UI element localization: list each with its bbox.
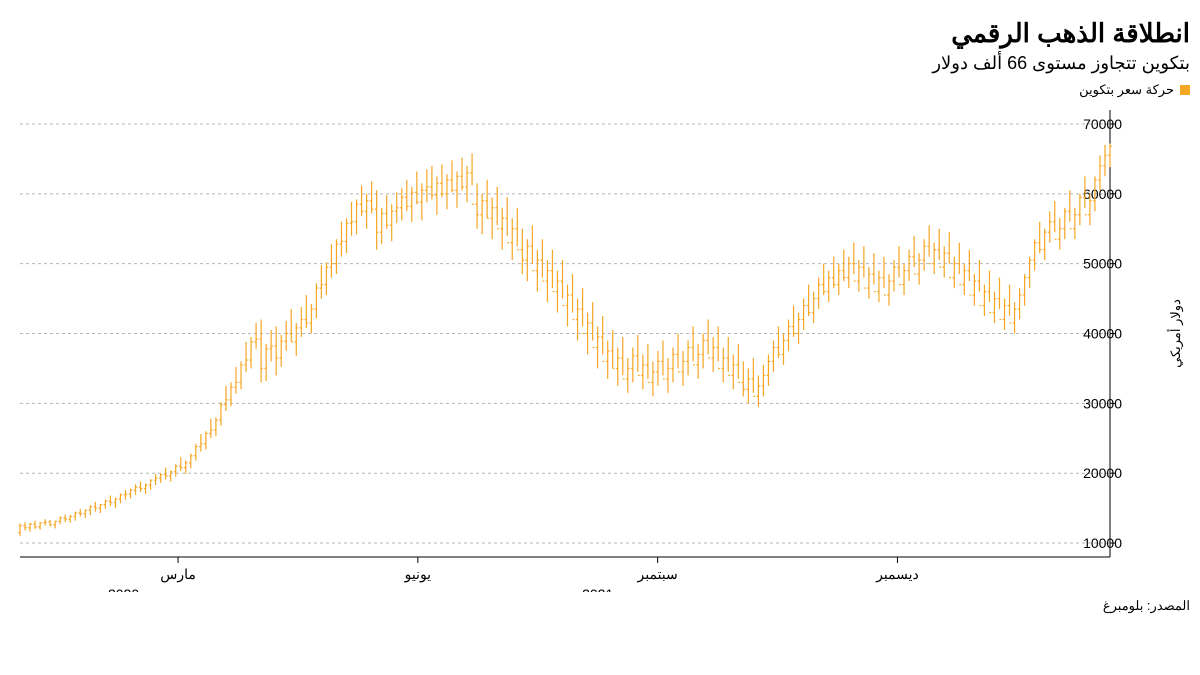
svg-text:2020: 2020 xyxy=(108,586,139,592)
chart-legend: حركة سعر بتكوين xyxy=(10,82,1190,98)
chart-source: المصدر: بلومبرغ xyxy=(10,598,1190,614)
svg-text:2021: 2021 xyxy=(582,586,613,592)
svg-text:70000: 70000 xyxy=(1083,116,1122,132)
svg-text:30000: 30000 xyxy=(1083,395,1122,411)
legend-swatch xyxy=(1180,85,1190,95)
chart-subtitle: بتكوين تتجاوز مستوى 66 ألف دولار xyxy=(10,53,1190,74)
svg-text:60000: 60000 xyxy=(1083,186,1122,202)
svg-text:سبتمبر: سبتمبر xyxy=(637,566,678,583)
svg-text:دولار أمريكي: دولار أمريكي xyxy=(1167,299,1184,368)
svg-text:يونيو: يونيو xyxy=(404,566,432,583)
svg-text:50000: 50000 xyxy=(1083,256,1122,272)
chart-container: انطلاقة الذهب الرقمي بتكوين تتجاوز مستوى… xyxy=(0,0,1200,675)
legend-label: حركة سعر بتكوين xyxy=(1079,82,1174,98)
svg-text:40000: 40000 xyxy=(1083,326,1122,342)
chart-svg: 10000 20000 30000 40000 50000 60000 70000 دولار… xyxy=(10,102,1190,592)
chart-title: انطلاقة الذهب الرقمي xyxy=(10,18,1190,49)
svg-text:ديسمبر: ديسمبر xyxy=(875,566,919,583)
chart-plot-area: 10000 20000 30000 40000 50000 60000 70000 دولار… xyxy=(10,102,1190,592)
svg-text:10000: 10000 xyxy=(1083,535,1122,551)
svg-text:مارس: مارس xyxy=(160,566,196,583)
svg-text:20000: 20000 xyxy=(1083,465,1122,481)
